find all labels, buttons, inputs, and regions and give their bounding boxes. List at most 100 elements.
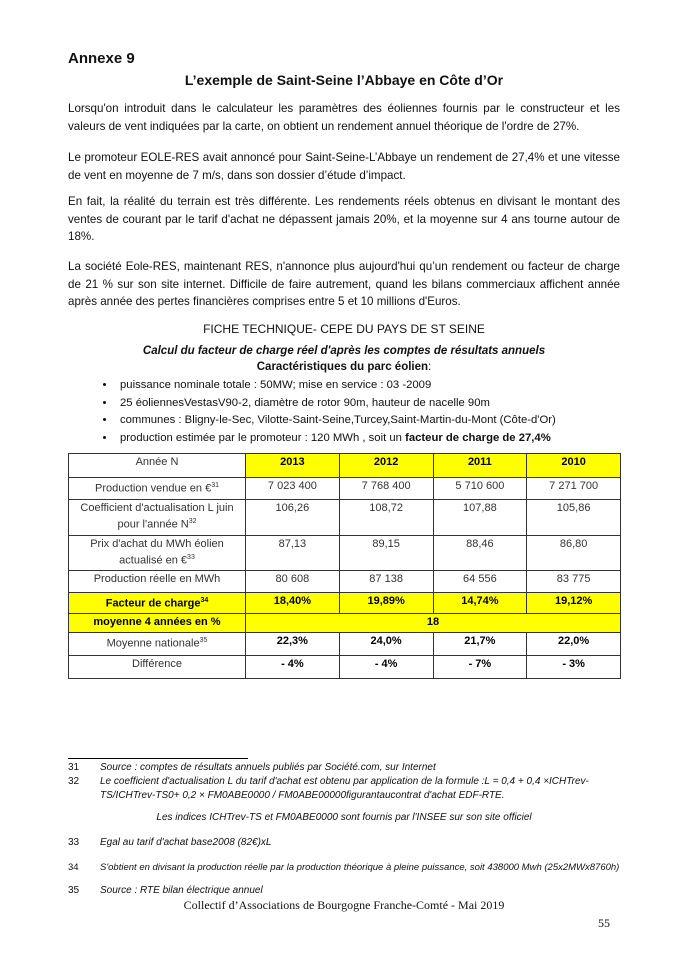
row-label: Différence <box>68 655 246 679</box>
cell: 7 023 400 <box>245 477 340 500</box>
list-item-text: production estimée par le promoteur : 12… <box>120 431 406 444</box>
cell: 14,74% <box>432 592 528 614</box>
footnote: Les indices ICHTrev-TS et FM0ABE0000 son… <box>156 812 532 823</box>
table-row: Moyenne nationale35 22,3% 24,0% 21,7% 22… <box>68 632 621 656</box>
table-row: Prix d'achat du MWh éolien actualisé en … <box>68 535 621 571</box>
calc-subtitle: Calcul du facteur de charge réel d'après… <box>142 345 546 357</box>
page-footer: Collectif d’Associations de Bourgogne Fr… <box>183 898 505 912</box>
cell: 88,46 <box>432 535 528 571</box>
footnote-text: Source : comptes de résultats annuels pu… <box>100 762 436 773</box>
cell: 22,0% <box>526 632 621 656</box>
label-text: Coefficient d'actualisation L juin pour … <box>80 502 234 531</box>
cell: 108,72 <box>338 499 434 536</box>
year-cell: 2010 <box>526 453 621 478</box>
footnote-ref: 31 <box>211 482 219 489</box>
footnote-ref: 34 <box>200 597 209 604</box>
cell: 24,0% <box>338 632 434 656</box>
cell: 22,3% <box>245 632 340 656</box>
fiche-heading: FICHE TECHNIQUE- CEPE DU PAYS DE ST SEIN… <box>203 322 485 336</box>
year-cell: 2013 <box>245 453 340 478</box>
cell: 80 608 <box>245 570 340 593</box>
footnote-number: 33 <box>68 837 80 848</box>
footnote: 32 Le coefficient d'actualisation L du ta… <box>68 775 620 803</box>
year-cell: 2011 <box>432 453 528 478</box>
cell: 5 710 600 <box>432 477 528 500</box>
cell: 7 768 400 <box>338 477 434 500</box>
row-label: Moyenne nationale35 <box>68 632 246 656</box>
footnote-text: S'obtient en divisant la production réel… <box>100 862 620 873</box>
footnote-number: 31 <box>68 762 80 773</box>
characteristics-heading: Caractéristiques du parc éolien: <box>68 361 620 373</box>
page-number: 55 <box>598 916 610 930</box>
cell: 19,12% <box>526 592 621 614</box>
footnote-number: 32 <box>68 776 80 787</box>
footnote-ref: 33 <box>187 554 195 561</box>
cell: 7 271 700 <box>526 477 621 500</box>
table-header-row: Année N 2013 2012 2011 2010 <box>68 453 621 478</box>
cell: 106,26 <box>245 499 340 536</box>
cell: 21,7% <box>432 632 528 656</box>
row-label: Production vendue en €31 <box>68 477 246 500</box>
cell: - 4% <box>338 655 434 679</box>
label-text: Facteur de charge <box>105 597 201 610</box>
cell: 86,80 <box>526 535 621 571</box>
year-cell: 2012 <box>338 453 434 478</box>
row-label: Coefficient d'actualisation L juin pour … <box>68 499 246 536</box>
row-label: Prix d'achat du MWh éolien actualisé en … <box>68 535 246 571</box>
footnote: 33 Egal au tarif d'achat base2008 (82€)xL <box>68 836 620 850</box>
cell: - 4% <box>245 655 340 679</box>
footnote-number: 35 <box>68 885 80 896</box>
footnote-text: Egal au tarif d'achat base2008 (82€)xL <box>100 837 272 848</box>
characteristics-label: Caractéristiques du parc éolien <box>256 361 429 373</box>
list-item-bold: facteur de charge de 27,4% <box>405 431 551 444</box>
cell: 87,13 <box>245 535 340 571</box>
paragraph: En fait, la réalité du terrain est très … <box>68 195 620 243</box>
cell: 107,88 <box>432 499 528 536</box>
cell: 83 775 <box>526 570 621 593</box>
table-row: Coefficient d'actualisation L juin pour … <box>68 499 621 536</box>
footnote-text: Le coefficient d'actualisation L du tari… <box>100 776 589 801</box>
header-cell: Année N <box>68 453 246 478</box>
paragraph: La société Eole-RES, maintenant RES, n'a… <box>68 260 620 308</box>
paragraph: Lorsqu'on introduit dans le calculateur … <box>68 102 620 133</box>
footnote-number: 34 <box>68 862 79 873</box>
load-factor-table: Année N 2013 2012 2011 2010 Production v… <box>68 453 621 679</box>
row-label: moyenne 4 années en % <box>68 613 246 633</box>
list-item: communes : Bligny-le-Sec, Vilotte-Saint-… <box>116 412 556 430</box>
table-row: Production réelle en MWh 80 608 87 138 6… <box>68 570 621 593</box>
average-value: 18 <box>245 613 621 633</box>
load-factor-row: Facteur de charge34 18,40% 19,89% 14,74%… <box>68 592 621 614</box>
table-row: Différence - 4% - 4% - 7% - 3% <box>68 655 621 679</box>
row-label: Facteur de charge34 <box>68 592 246 614</box>
list-item: puissance nominale totale : 50MW; mise e… <box>116 377 556 395</box>
footnote-divider <box>68 758 248 759</box>
label-text: Moyenne nationale <box>106 637 200 650</box>
cell: 64 556 <box>432 570 528 593</box>
cell: 18,40% <box>245 592 340 614</box>
footnote: 35 Source : RTE bilan électrique annuel <box>68 884 620 898</box>
colon: : <box>428 361 432 373</box>
cell: - 7% <box>432 655 528 679</box>
characteristics-list: puissance nominale totale : 50MW; mise e… <box>100 377 556 447</box>
cell: 89,15 <box>338 535 434 571</box>
list-item: production estimée par le promoteur : 12… <box>116 430 556 448</box>
paragraph: Le promoteur EOLE-RES avait annoncé pour… <box>68 151 620 182</box>
footnote-ref: 32 <box>188 518 197 525</box>
annex-heading: Annexe 9 <box>68 50 135 67</box>
page-title: L’exemple de Saint-Seine l’Abbaye en Côt… <box>184 72 504 88</box>
footnote-text: Source : RTE bilan électrique annuel <box>100 885 263 896</box>
list-item: 25 éoliennesVestasV90-2, diamètre de rot… <box>116 395 556 413</box>
label-text: Prix d'achat du MWh éolien actualisé en … <box>90 538 224 567</box>
average-row: moyenne 4 années en % 18 <box>68 613 621 633</box>
cell: - 3% <box>526 655 621 679</box>
cell: 87 138 <box>338 570 434 593</box>
label-text: Production vendue en € <box>95 482 212 495</box>
cell: 19,89% <box>338 592 434 614</box>
table-row: Production vendue en €31 7 023 400 7 768… <box>68 477 621 500</box>
footnote: 31 Source : comptes de résultats annuels … <box>68 761 620 775</box>
cell: 105,86 <box>526 499 621 536</box>
footnote-ref: 35 <box>199 637 208 644</box>
row-label: Production réelle en MWh <box>68 570 246 593</box>
footnote: 34 S'obtient en divisant la production ré… <box>68 861 620 875</box>
